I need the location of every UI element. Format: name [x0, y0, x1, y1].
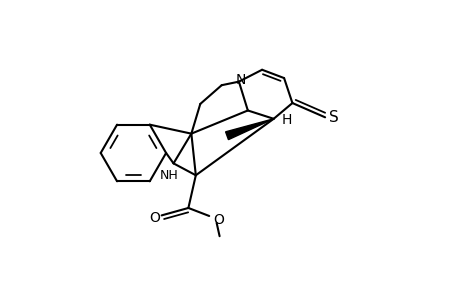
Text: S: S — [328, 110, 338, 125]
Text: NH: NH — [159, 169, 178, 182]
Text: O: O — [213, 213, 224, 227]
Polygon shape — [225, 119, 273, 140]
Text: N: N — [235, 73, 245, 87]
Text: H: H — [281, 113, 292, 127]
Text: O: O — [149, 211, 160, 225]
